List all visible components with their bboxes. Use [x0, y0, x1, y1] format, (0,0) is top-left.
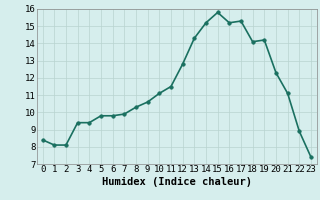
X-axis label: Humidex (Indice chaleur): Humidex (Indice chaleur): [102, 177, 252, 187]
